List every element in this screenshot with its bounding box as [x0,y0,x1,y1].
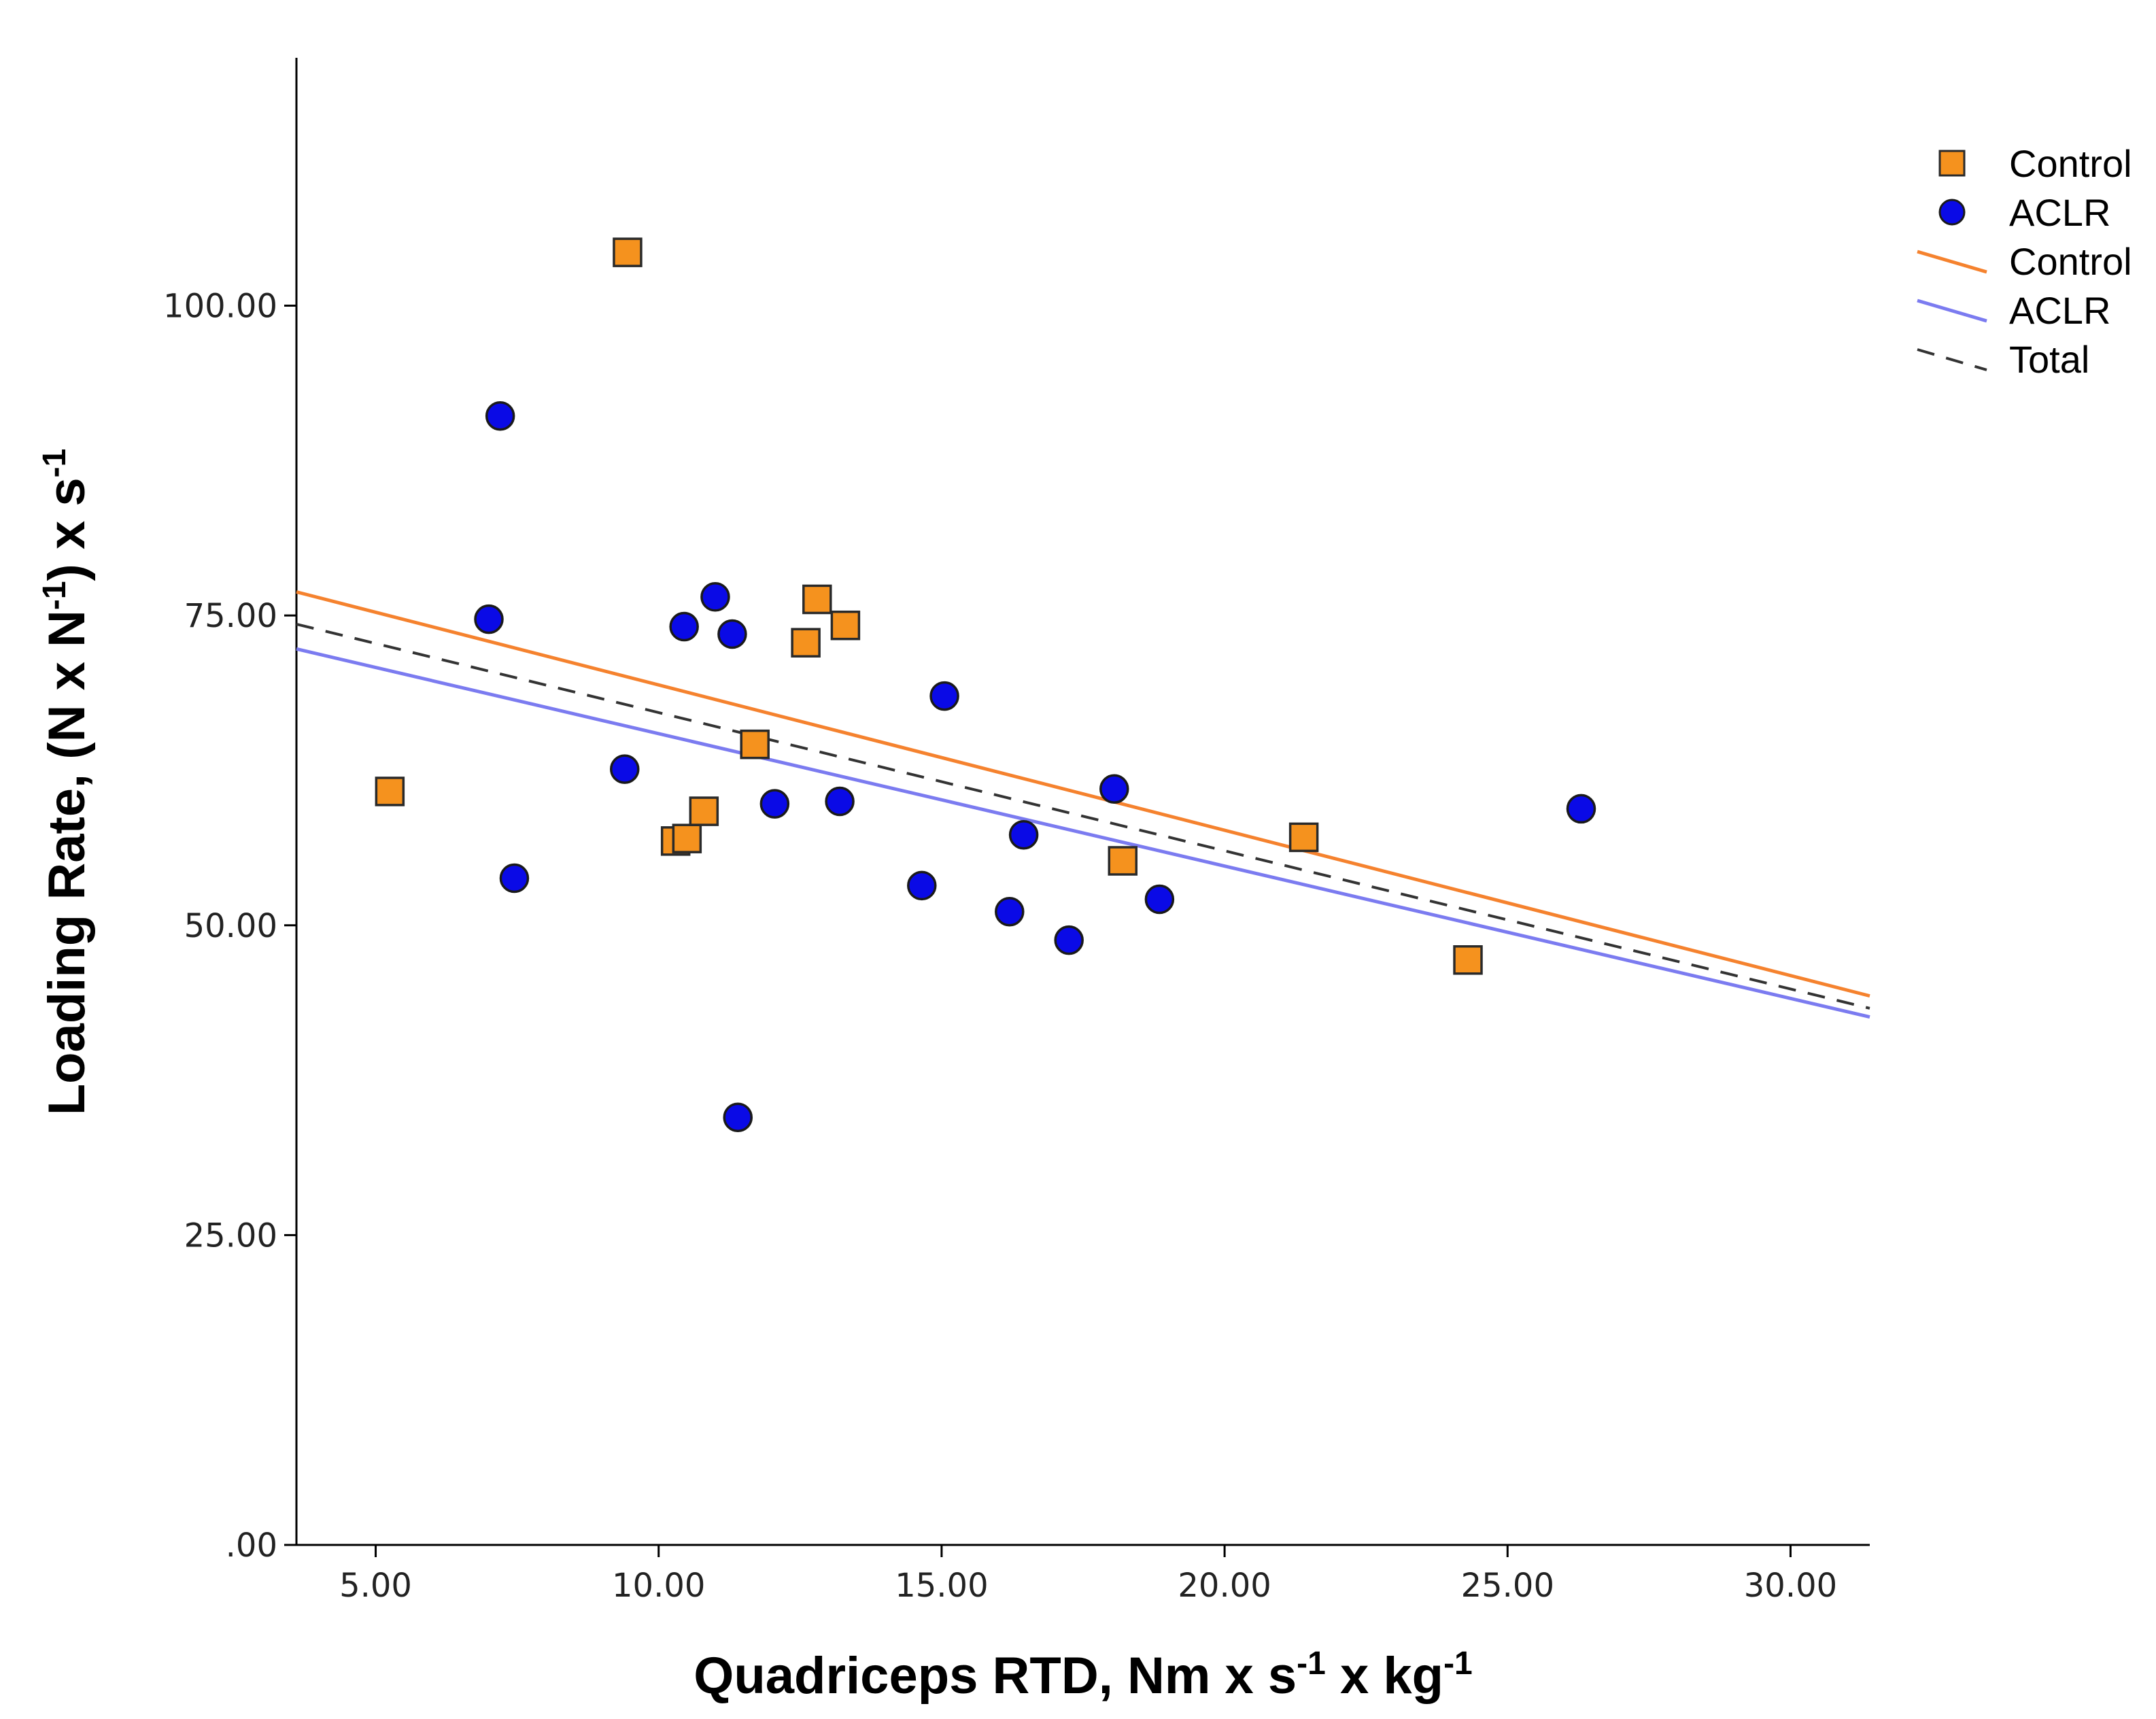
x-tick-label: 30.00 [1744,1567,1837,1605]
axes [295,58,1870,1546]
point-aclr [610,754,640,784]
point-aclr [723,1102,753,1132]
point-control [672,823,702,853]
ticks: 5.00 10.00 15.00 20.00 25.00 30.00 .00 25.00 50.… [163,288,1837,1605]
point-aclr [669,611,699,642]
point-aclr [907,870,937,901]
y-tick-label: .00 [226,1527,277,1565]
fit-line-control [296,590,1870,998]
legend-item: Control [1938,142,2132,185]
point-aclr [1008,819,1039,850]
legend-label: ACLR [2009,191,2110,234]
legend-item: Control [1917,240,2132,283]
y-tick-label: 75.00 [184,597,277,635]
point-control [740,729,770,760]
point-aclr [1054,925,1084,955]
point-aclr [995,896,1025,927]
y-tick-label: 50.00 [184,907,277,945]
point-control [802,584,832,615]
point-aclr [1566,794,1596,824]
legend-swatch-circle [1938,199,1966,226]
legend-swatch-line [1917,348,1987,371]
point-aclr [485,401,515,431]
x-tick-label: 15.00 [895,1567,988,1605]
fit-lines [296,590,1870,1019]
x-axis-title: Quadriceps RTD, Nm x s-1 x kg-1 [694,1646,1473,1705]
legend-item: ACLR [1917,289,2110,332]
point-control [1108,846,1138,876]
point-control [613,237,643,267]
legend-item: ACLR [1938,191,2110,234]
x-tick-label: 10.00 [612,1567,705,1605]
legend-label: ACLR [2009,289,2110,332]
point-aclr [717,619,747,649]
point-control [375,777,405,806]
legend-swatch-square [1938,150,1966,177]
point-aclr [759,789,790,819]
point-aclr [474,604,504,634]
point-aclr [700,582,730,612]
fit-line-total [296,622,1870,1010]
x-tick-label: 5.00 [339,1567,412,1605]
legend-label: Total [2009,338,2089,381]
y-tick-label: 100.00 [163,288,277,326]
data-points [375,237,1596,1132]
point-control [791,628,821,658]
legend-swatch-line [1917,250,1987,274]
fit-line-aclr [296,647,1870,1019]
legend-label: Control [2009,240,2132,283]
point-control [689,796,719,826]
y-tick-label: 25.00 [184,1216,277,1255]
point-control [1288,822,1319,853]
point-aclr [825,786,855,817]
legend: Control ACLR Control ACLR Total [1917,142,2132,381]
legend-swatch-line [1917,299,1987,323]
x-tick-label: 20.00 [1178,1567,1271,1605]
point-control [830,610,861,641]
point-aclr [1099,774,1129,804]
x-tick-label: 25.00 [1461,1567,1554,1605]
point-control [1453,945,1483,975]
point-aclr [1144,884,1175,915]
point-aclr [929,681,959,711]
point-aclr [499,863,530,893]
legend-item: Total [1917,338,2089,381]
y-axis-title: Loading Rate, (N x N-1) x s-1 [37,449,96,1116]
legend-label: Control [2009,142,2132,185]
